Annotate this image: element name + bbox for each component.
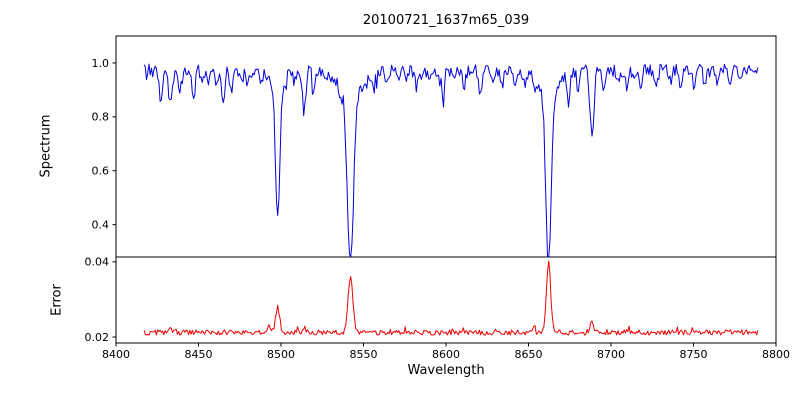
x-tick-label: 8600 [432, 348, 460, 361]
x-tick-label: 8750 [680, 348, 708, 361]
y-tick-label: 0.4 [92, 218, 110, 231]
chart-title: 20100721_1637m65_039 [362, 13, 530, 28]
x-tick-label: 8650 [515, 348, 543, 361]
error-axis-label: Error [49, 284, 65, 316]
error-line [143, 260, 759, 336]
x-tick-label: 8450 [185, 348, 213, 361]
x-tick-label: 8550 [350, 348, 378, 361]
spectrum-line [143, 63, 759, 258]
x-tick-label: 8700 [597, 348, 625, 361]
y-tick-label: 1.0 [92, 57, 110, 70]
x-tick-label: 8800 [762, 348, 790, 361]
y-tick-label: 0.8 [92, 111, 110, 124]
y-tick-label: 0.02 [85, 331, 110, 344]
x-tick-label: 8400 [102, 348, 130, 361]
spectrum-axis-label: Spectrum [38, 114, 54, 178]
x-tick-label: 8500 [267, 348, 295, 361]
y-tick-label: 0.04 [85, 256, 110, 269]
y-tick-label: 0.6 [92, 165, 110, 178]
x-axis-label: Wavelength [407, 363, 485, 378]
